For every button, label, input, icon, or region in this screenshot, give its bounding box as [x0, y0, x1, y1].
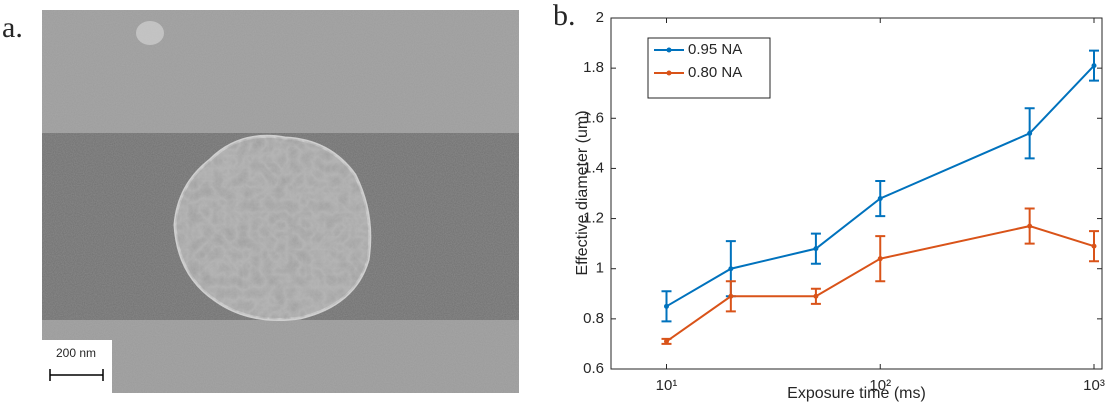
data-point: [663, 303, 669, 309]
axes-box: [610, 17, 1103, 370]
data-point: [663, 338, 669, 344]
y-axis-label: Effective diameter (um): [574, 110, 591, 275]
y-tick-label: 1.2: [583, 210, 604, 227]
legend-label: 0.80 NA: [688, 64, 742, 81]
y-tick-label: 1.8: [583, 59, 604, 76]
y-tick-label: 1.6: [583, 109, 604, 126]
data-point: [877, 256, 883, 262]
series-line: [665, 64, 1095, 308]
data-point: [813, 246, 819, 252]
scale-bar-label: 200 nm: [56, 346, 96, 360]
series-line: [665, 225, 1095, 343]
panel-label: a.: [2, 11, 23, 44]
x-tick-label: 10³: [1083, 377, 1105, 394]
y-tick-label: 1.4: [583, 159, 604, 176]
data-point: [728, 266, 734, 272]
y-tick-label: 1: [596, 260, 604, 277]
x-tick-label: 10²: [869, 377, 891, 394]
y-tick-label: 0.6: [583, 360, 604, 377]
legend-marker: [666, 47, 672, 53]
data-point: [1091, 243, 1097, 249]
y-tick-label: 2: [596, 9, 604, 26]
panel-label: b.: [553, 0, 576, 32]
sem-image: 200 nm: [42, 10, 519, 393]
legend-label: 0.95 NA: [688, 41, 742, 58]
data-point: [1027, 223, 1033, 229]
data-point: [1027, 130, 1033, 136]
legend: 0.95 NA 0.80 NA: [647, 37, 771, 99]
data-point: [1091, 63, 1097, 69]
x-tick-label: 10¹: [656, 377, 678, 394]
x-axis-label: Exposure time (ms): [787, 385, 926, 402]
plot: 0.6 0.8 1 1.2 1.4 1.6 1.8 2 10¹ 10² 10³ 0.95 NA 0.80…: [583, 9, 1105, 394]
y-tick-label: 0.8: [583, 310, 604, 327]
data-point: [728, 293, 734, 299]
data-point: [877, 196, 883, 202]
data-point: [813, 293, 819, 299]
legend-marker: [666, 70, 672, 76]
